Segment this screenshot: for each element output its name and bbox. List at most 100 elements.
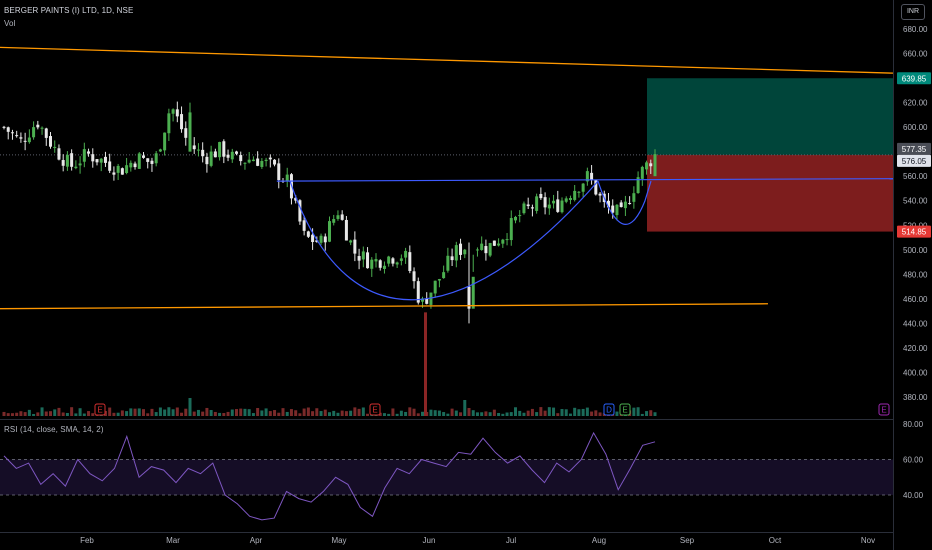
volume-bar	[133, 408, 137, 416]
candle-body	[87, 151, 91, 154]
candle-body	[82, 149, 86, 162]
volume-bar	[361, 407, 365, 416]
candlestick-series	[2, 101, 657, 324]
volume-bar	[353, 407, 357, 416]
price-tick-label: 440.00	[903, 319, 928, 328]
candle-body	[32, 127, 36, 138]
candle-body	[235, 151, 238, 154]
volume-bar	[568, 413, 572, 416]
volume-bar	[230, 409, 234, 416]
volume-bar	[158, 407, 162, 416]
time-tick-label: Mar	[166, 536, 180, 545]
volume-bar	[213, 411, 217, 416]
candle-body	[509, 218, 513, 241]
candle-body	[256, 158, 260, 166]
candle-body	[370, 259, 374, 269]
candle-body	[323, 236, 327, 243]
volume-bar	[120, 410, 124, 416]
candle-body	[277, 163, 281, 181]
candle-body	[382, 265, 386, 269]
volume-bar	[315, 408, 319, 416]
volume-bar	[36, 412, 40, 416]
price-badge-text: 514.85	[902, 228, 927, 237]
candle-body	[61, 160, 65, 166]
volume-bar	[573, 407, 577, 416]
symbol-title: BERGER PAINTS (I) LTD, 1D, NSE	[4, 6, 134, 15]
candle-body	[209, 151, 213, 166]
volume-bar	[433, 410, 437, 416]
resistance-trendline	[0, 46, 894, 74]
candle-body	[311, 234, 315, 243]
time-axis[interactable]: Feb Mar Apr May Jun Jul Aug Sep Oct Nov	[80, 536, 875, 545]
candle-body	[332, 219, 336, 223]
candle-body	[421, 298, 424, 302]
candle-body	[349, 240, 353, 243]
volume-bar	[70, 407, 74, 416]
volume-bar	[323, 409, 327, 416]
candle-body	[294, 197, 298, 201]
candle-body	[412, 271, 416, 282]
volume-bar	[74, 413, 78, 416]
event-marker: E	[369, 403, 381, 416]
candle-body	[78, 163, 82, 166]
candle-body	[218, 142, 222, 158]
volume-bar	[40, 407, 44, 416]
target-price-badge: 639.85	[897, 72, 931, 85]
volume-bar	[302, 408, 306, 416]
currency-button[interactable]: INR	[901, 4, 925, 20]
candle-body	[399, 258, 403, 261]
volume-bar	[577, 409, 581, 416]
volume-bar	[653, 412, 657, 416]
candle-body	[475, 249, 479, 251]
volume-bar	[44, 411, 48, 416]
price-tick-label: 420.00	[903, 344, 928, 353]
candle-body	[239, 155, 243, 162]
volume-bar	[442, 412, 446, 416]
volume-bar	[281, 408, 285, 416]
candle-body	[467, 286, 471, 309]
time-tick-label: Jun	[423, 536, 436, 545]
volume-bar	[416, 413, 420, 416]
volume-bar	[645, 411, 649, 416]
volume-bar	[125, 411, 129, 416]
candle-body	[514, 216, 517, 221]
volume-bar	[49, 411, 52, 416]
candle-body	[103, 156, 107, 163]
volume-bar	[454, 410, 458, 416]
price-tick-label: 560.00	[903, 172, 928, 181]
candle-body	[408, 252, 412, 271]
price-tick-label: 500.00	[903, 246, 928, 255]
candle-body	[497, 243, 501, 246]
price-badges: 639.85 577.35 576.05 514.85	[897, 72, 931, 238]
candle-body	[91, 154, 95, 162]
event-marker: E	[878, 403, 890, 416]
volume-bar	[112, 412, 116, 416]
volume-bar	[475, 412, 479, 416]
candle-body	[319, 235, 323, 243]
volume-bar	[484, 411, 488, 416]
rsi-label: RSI (14, close, SMA, 14, 2)	[4, 425, 104, 434]
volume-bar	[61, 412, 65, 416]
volume-bar	[328, 412, 331, 416]
event-marker-label: E	[97, 406, 102, 415]
candle-body	[568, 197, 572, 201]
volume-bar	[268, 411, 272, 416]
event-marker-box	[603, 403, 615, 416]
position-zones	[0, 78, 893, 232]
candle-body	[391, 258, 395, 264]
candle-body	[15, 135, 19, 137]
volume-bar	[264, 408, 268, 416]
rsi-tick-label: 80.00	[903, 420, 924, 429]
candle-body	[53, 146, 57, 148]
event-marker-box	[94, 403, 106, 416]
candle-body	[446, 255, 450, 271]
candle-body	[213, 151, 217, 158]
candle-body	[505, 239, 509, 241]
volume-bar	[344, 411, 348, 416]
candle-body	[395, 262, 399, 265]
candle-body	[180, 114, 184, 130]
rsi-axis: 80.00 60.00 40.00	[903, 420, 924, 500]
target-zone	[647, 78, 893, 155]
